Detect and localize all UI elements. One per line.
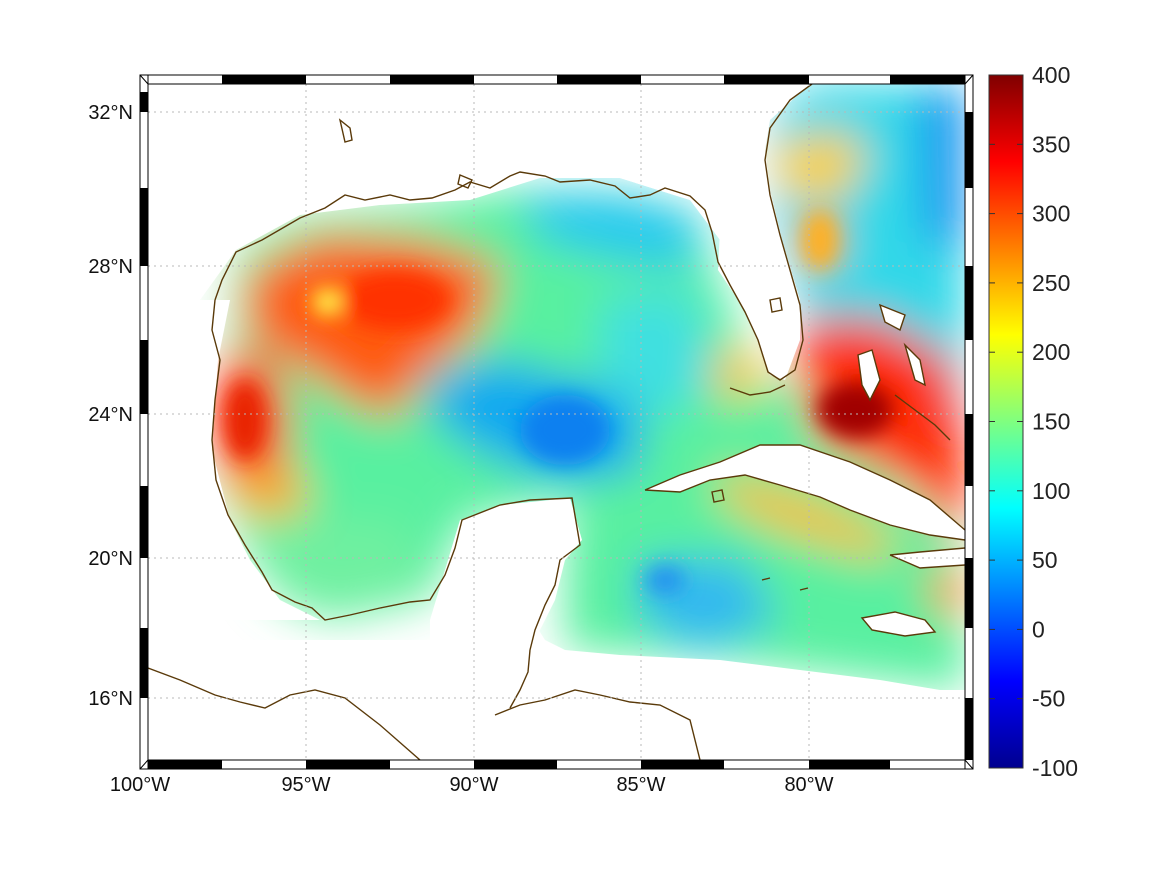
coastline-lake-1 [338, 118, 353, 143]
field-bahamas-core [817, 382, 893, 438]
land-florida [620, 84, 800, 380]
frame-corner-tr [964, 74, 974, 85]
coastline-lake-2 [457, 174, 473, 189]
lon-tick-label: 95°W [281, 774, 330, 796]
frame-bottom-black-3 [474, 760, 557, 769]
field-cuba-south-warm [720, 470, 900, 560]
colorbar-tick-label: 350 [1032, 131, 1070, 157]
coastline-jamaica [860, 611, 937, 637]
coastline-belize [509, 649, 531, 709]
coastline-cuba [644, 444, 965, 541]
coastline-gulf-north [214, 84, 813, 381]
frame-right-black-1 [965, 112, 973, 188]
frame-top-black-2 [390, 75, 474, 84]
colorbar-tick-label: -100 [1032, 755, 1078, 781]
map-panel: 100°W 95°W 90°W 85°W 80°W 32°N 28°N 24°N… [88, 74, 974, 796]
colorbar-ticks: 400 350 300 250 200 150 100 50 0 -50 -100 [989, 62, 1078, 781]
frame-left-black-2 [140, 188, 148, 266]
field-campeche [250, 520, 430, 610]
coastline-hispaniola [889, 547, 965, 569]
frame-bottom-black-4 [641, 760, 724, 769]
lat-tick-label: 24°N [88, 404, 133, 426]
lon-tick-labels: 100°W 95°W 90°W 85°W 80°W [110, 774, 834, 796]
frame-top-black-5 [890, 75, 965, 84]
colorbar-tick-label: 300 [1032, 201, 1070, 227]
frame-bottom-black-1 [148, 760, 222, 769]
frame-top-black-3 [557, 75, 641, 84]
no-data-west [148, 300, 320, 620]
lat-tick-label: 28°N [88, 256, 133, 278]
coastline-bahamas-abaco [878, 303, 906, 332]
colorbar-tick-label: -50 [1032, 686, 1065, 712]
colorbar-tick-label: 0 [1032, 616, 1045, 642]
frame-top-black-1 [222, 75, 306, 84]
coastline-lake-okeechobee [769, 297, 783, 313]
frame-left-black-4 [140, 486, 148, 558]
land-yucatan [430, 498, 582, 760]
field-atlantic-cool [920, 90, 965, 250]
colorbar: 400 350 300 250 200 150 100 50 0 -50 -100 [988, 62, 1078, 781]
coastlines [148, 84, 965, 760]
frame-left-black-5 [140, 628, 148, 698]
field-loop-current [600, 290, 720, 420]
colorbar-tick-label: 250 [1032, 270, 1070, 296]
lon-tick-label: 100°W [110, 774, 170, 796]
map-frame [139, 74, 974, 770]
frame-top-black-4 [724, 75, 809, 84]
colorbar-tick-label: 150 [1032, 409, 1070, 435]
coastline-isle-of-youth [711, 489, 725, 503]
colorbar-tick-label: 200 [1032, 339, 1070, 365]
frame-bottom-black-5 [809, 760, 890, 769]
frame-right-black-5 [965, 698, 973, 760]
lat-tick-labels: 32°N 28°N 24°N 20°N 16°N [88, 102, 133, 710]
frame-left-white [139, 74, 149, 770]
field-florida-warm [710, 350, 760, 400]
field-hispaniola-warm [930, 565, 965, 620]
no-data-south [148, 600, 965, 760]
field-atlantic-yellow [802, 210, 838, 270]
frame-left-black-3 [140, 340, 148, 414]
field-texas-core [225, 380, 265, 460]
frame-corner-br [964, 759, 974, 770]
field-central-blue-core [520, 395, 610, 465]
coastline-cayman [761, 577, 809, 591]
frame-right-black-3 [965, 414, 973, 486]
field-caribbean-blue-spot [645, 566, 685, 594]
frame-corner-tl [139, 74, 149, 85]
land-bahamas-abaco [880, 305, 905, 330]
frame-corner-bl [139, 759, 149, 770]
coastline-florida-keys [729, 384, 786, 396]
lon-tick-label: 90°W [449, 774, 498, 796]
lat-tick-label: 20°N [88, 548, 133, 570]
coastline-honduras [494, 689, 701, 760]
frame-right-black-2 [965, 266, 973, 340]
lat-tick-label: 32°N [88, 102, 133, 124]
field-south-texas [230, 470, 310, 520]
land-bahamas-eleuthera [905, 345, 925, 385]
field-ne-gulf-cool [520, 195, 700, 270]
field-western-gulf-core [340, 270, 450, 330]
frame-bottom-black-2 [306, 760, 390, 769]
coastline-central-america [148, 667, 421, 760]
coastline-bahamas-exuma [894, 394, 951, 441]
coastline-bahamas-eleuthera [903, 342, 926, 387]
colorbar-tick-label: 50 [1032, 547, 1058, 573]
field-gulf-stream [770, 130, 870, 200]
data-field [148, 84, 965, 760]
frame-right-black-4 [965, 558, 973, 628]
coastline-bahamas-andros [857, 349, 881, 402]
colorbar-tick-label: 100 [1032, 478, 1070, 504]
lat-tick-label: 16°N [88, 688, 133, 710]
lon-tick-label: 80°W [784, 774, 833, 796]
frame-left-black-1 [140, 92, 148, 112]
lon-tick-label: 85°W [616, 774, 665, 796]
colorbar-tick-label: 400 [1032, 62, 1070, 88]
coastline-gulf-west [211, 299, 581, 651]
field-western-gulf-cool-spot [313, 288, 341, 316]
graticule [148, 84, 965, 760]
